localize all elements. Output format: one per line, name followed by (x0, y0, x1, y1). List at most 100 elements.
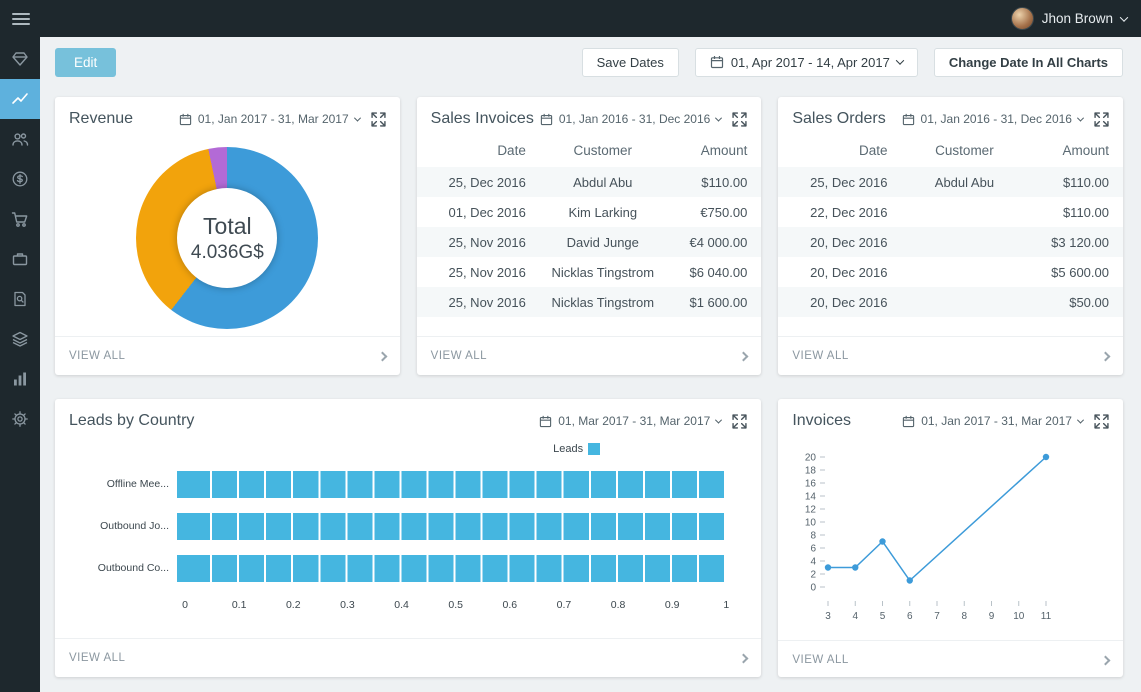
x-tick-label: 10 (1014, 611, 1026, 622)
sidebar-item-sales[interactable] (0, 159, 40, 199)
table-row[interactable]: 20, Dec 2016 $3 120.00 (778, 227, 1123, 257)
sidebar-item-gem[interactable] (0, 39, 40, 79)
expand-button[interactable] (1094, 413, 1109, 429)
donut-center: Total 4.036G$ (177, 188, 278, 288)
sidebar-item-reports-search[interactable] (0, 279, 40, 319)
view-all-label: VIEW ALL (69, 350, 126, 362)
cell-amount: $110.00 (1062, 204, 1109, 220)
sidebar-item-inventory[interactable] (0, 239, 40, 279)
donut-total-value: 4.036G$ (190, 241, 264, 263)
y-tick-label: 2 (811, 570, 817, 581)
table-row[interactable]: 25, Dec 2016 Abdul Abu $110.00 (778, 167, 1123, 197)
global-date-range-picker[interactable]: 01, Apr 2017 - 14, Apr 2017 (694, 47, 918, 77)
view-all-link[interactable]: VIEW ALL (55, 336, 400, 375)
x-tick-label: 9 (989, 611, 995, 622)
x-tick-label: 5 (880, 611, 886, 622)
sidebar-item-contacts[interactable] (0, 119, 40, 159)
legend-label: Leads (553, 443, 584, 455)
data-point (879, 538, 887, 545)
user-name: Jhon Brown (1041, 11, 1113, 26)
gem-icon (12, 52, 28, 66)
table-row[interactable]: 25, Nov 2016 Nicklas Tingstrom $6 040.00 (417, 257, 762, 287)
cell-date: 22, Dec 2016 (810, 204, 888, 220)
sidebar-item-dashboard[interactable] (0, 79, 40, 119)
bar[interactable] (177, 470, 727, 498)
card-date-text: 01, Jan 2017 - 31, Mar 2017 (197, 112, 349, 126)
sales-orders-table: Date Customer Amount 25, Dec 2016 Abdul … (778, 137, 1123, 317)
chevron-down-icon (715, 416, 723, 424)
x-tick-label: 11 (1041, 611, 1052, 622)
table-row[interactable]: 20, Dec 2016 $50.00 (778, 287, 1123, 317)
expand-icon (371, 111, 386, 127)
expand-button[interactable] (732, 413, 747, 429)
cell-amount: €750.00 (700, 204, 748, 220)
table-row[interactable]: 01, Dec 2016 Kim Larking €750.00 (417, 197, 762, 227)
column-header: Amount (700, 143, 748, 158)
table-row[interactable]: 25, Nov 2016 David Junge €4 000.00 (416, 227, 762, 257)
expand-button[interactable] (1094, 111, 1109, 127)
cell-date: 25, Nov 2016 (448, 294, 526, 310)
column-header: Customer (573, 143, 633, 158)
card-date-text: 01, Jan 2017 - 31, Mar 2017 (921, 414, 1072, 428)
bar-category-label: Outbound Jo... (100, 520, 169, 532)
expand-button[interactable] (371, 111, 386, 127)
view-all-link[interactable]: VIEW ALL (416, 336, 762, 375)
cell-date: 01, Dec 2016 (448, 204, 526, 220)
expand-icon (732, 413, 747, 429)
card-title: Sales Invoices (430, 110, 534, 127)
view-all-link[interactable]: VIEW ALL (55, 638, 762, 677)
change-dates-button[interactable]: Change Date In All Charts (933, 47, 1123, 77)
card-title: Invoices (792, 412, 852, 429)
table-row[interactable]: 22, Dec 2016 $110.00 (778, 197, 1123, 227)
cell-date: 20, Dec 2016 (810, 234, 888, 250)
chevron-down-icon (1076, 114, 1085, 122)
cell-customer: Nicklas Tingstrom (551, 264, 655, 280)
line-series (828, 456, 1047, 582)
bar-row: Outbound Co... (65, 547, 727, 589)
view-all-link[interactable]: VIEW ALL (778, 336, 1123, 375)
revenue-donut-chart[interactable]: Total 4.036G$ (136, 147, 319, 329)
view-all-link[interactable]: VIEW ALL (778, 640, 1123, 677)
cell-date: 20, Dec 2016 (810, 264, 888, 280)
cell-amount: $1 600.00 (689, 294, 748, 310)
table-row[interactable]: 25, Nov 2016 Nicklas Tingstrom $1 600.00 (416, 287, 762, 317)
card-date-picker[interactable]: 01, Mar 2017 - 31, Mar 2017 (539, 414, 723, 428)
card-date-text: 01, Jan 2016 - 31, Dec 2016 (558, 112, 711, 126)
sidebar-item-purchases[interactable] (0, 199, 40, 239)
table-row[interactable]: 25, Dec 2016 Abdul Abu $110.00 (416, 167, 762, 197)
sales-orders-card: Sales Orders 01, Jan 2016 - 31, Dec 2016… (778, 97, 1123, 375)
calendar-icon (903, 415, 915, 427)
cell-date: 20, Dec 2016 (810, 294, 888, 310)
y-tick-label: 12 (805, 505, 817, 516)
y-tick-label: 18 (805, 466, 817, 477)
expand-button[interactable] (732, 111, 747, 127)
revenue-card: Revenue 01, Jan 2017 - 31, Mar 2017 Tota… (55, 97, 400, 375)
save-dates-button[interactable]: Save Dates (581, 47, 679, 77)
edit-button[interactable]: Edit (55, 47, 117, 77)
sidebar-item-analytics[interactable] (0, 359, 40, 399)
table-row[interactable]: 20, Dec 2016 $5 600.00 (778, 257, 1123, 287)
bar[interactable] (177, 512, 727, 540)
gear-icon (12, 411, 28, 427)
x-tick-label: 0.9 (664, 599, 680, 611)
card-date-picker[interactable]: 01, Jan 2016 - 31, Dec 2016 (540, 112, 723, 126)
cell-amount: $6 040.00 (689, 264, 748, 280)
x-tick-label: 0.1 (231, 599, 247, 611)
trend-chart-icon (12, 93, 28, 104)
leads-bar-chart[interactable]: Leads Offline Mee... Outbound Jo... Outbou… (55, 439, 761, 638)
bar-category-label: Outbound Co... (97, 562, 169, 574)
invoices-line-chart[interactable]: 0 2 4 6 8 10 12 14 16 18 20 3 4 5 6 7 8 9 10 11 (788, 445, 1108, 635)
cell-customer: David Junge (566, 234, 639, 250)
bar-category-label: Offline Mee... (106, 478, 169, 490)
user-menu[interactable]: Jhon Brown (1010, 7, 1129, 30)
card-date-picker[interactable]: 01, Jan 2017 - 31, Mar 2017 (179, 112, 361, 126)
data-point (825, 564, 832, 571)
sidebar-item-stock[interactable] (0, 319, 40, 359)
menu-toggle-icon[interactable] (12, 12, 30, 25)
y-tick-label: 4 (811, 557, 817, 568)
card-date-picker[interactable]: 01, Jan 2017 - 31, Mar 2017 (902, 414, 1085, 428)
card-date-picker[interactable]: 01, Jan 2016 - 31, Dec 2016 (902, 112, 1085, 126)
sidebar-item-settings[interactable] (0, 399, 40, 439)
bar-row: Outbound Jo... (65, 505, 727, 547)
bar[interactable] (177, 554, 727, 582)
